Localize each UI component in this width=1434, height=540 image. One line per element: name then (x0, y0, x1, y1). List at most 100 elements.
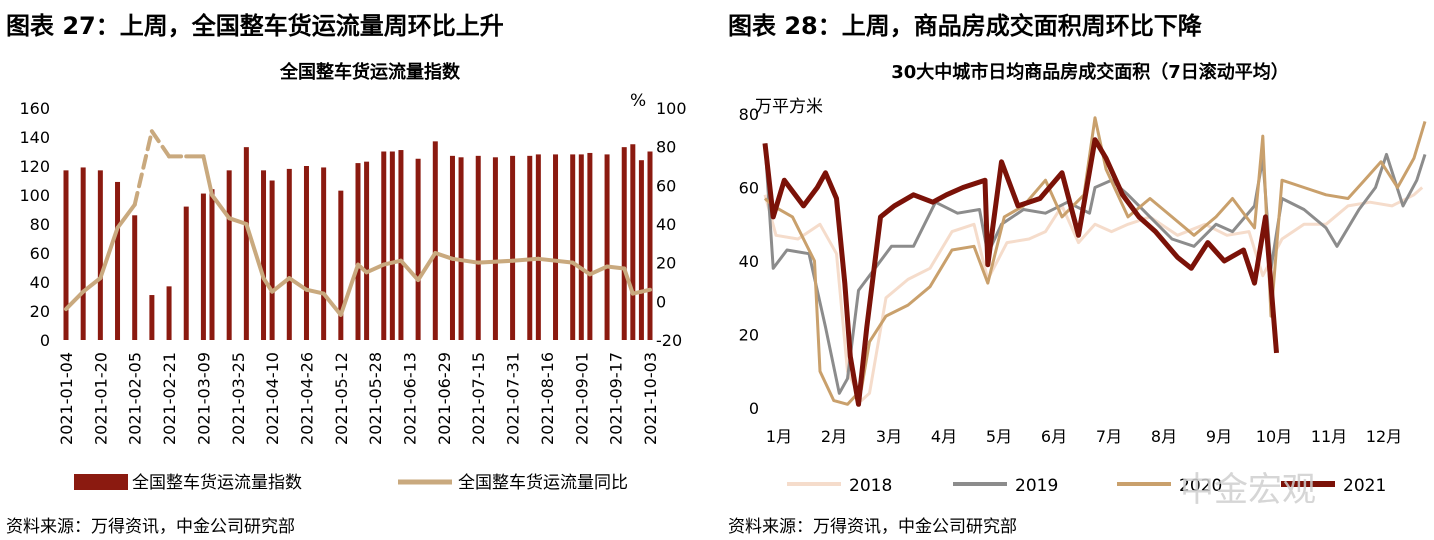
bar (226, 170, 232, 340)
yoy-line-segment (304, 287, 326, 296)
bar (570, 154, 576, 340)
y2-tick-label: 40 (656, 215, 676, 234)
y2-tick-label: 80 (656, 138, 676, 157)
bar (415, 158, 421, 340)
series-line-2020 (763, 116, 1427, 406)
legend-label-2018: 2018 (849, 476, 892, 496)
bar (286, 168, 292, 340)
bar (621, 147, 627, 340)
yoy-line-segment (287, 276, 309, 292)
bar (527, 155, 533, 340)
yoy-line-segment (398, 258, 421, 283)
right-chart-title: 30大中城市日均商品房成交面积（7日滚动平均） (891, 62, 1289, 83)
legend-label-2020: 2020 (1179, 476, 1222, 496)
bar (80, 167, 86, 340)
bar (475, 155, 481, 340)
bar (553, 154, 559, 340)
yoy-line-segment (321, 291, 343, 317)
x-tick-label: 2021-07-15 (469, 352, 488, 445)
y-tick-label: 60 (30, 244, 50, 263)
bar (261, 170, 267, 340)
y-tick-label: 0 (40, 331, 50, 350)
bar (638, 160, 644, 340)
x-tick-label: 2021-06-29 (435, 352, 454, 445)
left-chart-title: 全国整车货运流量指数 (280, 62, 460, 83)
bar (183, 206, 189, 340)
y-tick-label: 100 (19, 186, 50, 205)
x-tick-label: 2021-09-17 (607, 352, 626, 445)
series-line-2021 (762, 137, 1279, 407)
x-tick-label: 7月 (1096, 427, 1122, 446)
bar (209, 189, 215, 340)
yoy-line-segment (270, 276, 292, 294)
y-tick-label: 20 (739, 326, 759, 345)
bar (338, 190, 344, 340)
yoy-line-segment (210, 193, 232, 221)
legend-label-2021: 2021 (1343, 476, 1386, 496)
y2-tick-label: 60 (656, 176, 676, 195)
x-tick-label: 2021-09-01 (572, 352, 591, 445)
bar (449, 155, 455, 340)
x-tick-label: 2021-01-20 (91, 352, 110, 445)
yoy-line-segment (201, 154, 214, 197)
y-tick-label: 0 (749, 399, 759, 418)
bar (149, 295, 155, 340)
bar (535, 154, 541, 340)
y-tick-label: 80 (30, 215, 50, 234)
x-tick-label: 2021-02-21 (160, 352, 179, 445)
bar (492, 157, 498, 340)
bar (269, 180, 275, 340)
y2-tick-label: 20 (656, 254, 676, 273)
yoy-line-segment (338, 262, 360, 317)
x-tick-label: 3月 (876, 427, 902, 446)
x-tick-label: 6月 (1041, 427, 1067, 446)
y-tick-label: 140 (19, 128, 50, 147)
y2-tick-label: 100 (656, 99, 687, 118)
yoy-line-segment (261, 276, 275, 294)
bar (63, 170, 69, 340)
yoy-line-segment (149, 129, 172, 159)
x-tick-label: 10月 (1256, 427, 1292, 446)
yoy-line-segment (510, 256, 541, 263)
yoy-line-segment (476, 258, 515, 265)
bar (321, 167, 327, 340)
x-tick-label: 2021-07-31 (504, 352, 523, 445)
bar (132, 215, 138, 340)
x-tick-label: 2021-04-10 (263, 352, 282, 445)
x-tick-label: 12月 (1366, 427, 1402, 446)
bar (630, 144, 636, 340)
y-tick-label: 20 (30, 302, 50, 321)
bar (432, 141, 438, 340)
right-legend: 2018 2019 2020 2021 (787, 476, 1386, 496)
y-tick-label: 40 (739, 252, 759, 271)
bar (243, 147, 249, 340)
bar (303, 166, 309, 340)
y-tick-label: 160 (19, 99, 50, 118)
y2-tick-label: 0 (656, 292, 666, 311)
bar (166, 286, 172, 340)
x-tick-label: 2021-05-12 (332, 352, 351, 445)
yoy-line-segment (64, 289, 86, 312)
left-source: 资料来源：万得资讯，中金公司研究部 (6, 517, 295, 537)
yoy-line-segment (115, 202, 137, 230)
right-panel-title: 图表 28：上周，商品房成交面积周环比下降 (728, 12, 1202, 40)
x-tick-label: 2021-03-09 (194, 352, 213, 445)
bar (604, 154, 610, 340)
left-panel-title: 图表 27：上周，全国整车货运流量周环比上升 (6, 12, 504, 40)
yoy-line-segment (81, 276, 103, 294)
yoy-line-segment (227, 216, 249, 226)
bar (200, 193, 206, 340)
y2-unit-label: % (630, 91, 646, 111)
right-chart: 0 20 40 60 80 1月 2月 3月 4月 5月 6月 7月 8月 9月 10月 11月 12月 万平… (739, 97, 1427, 496)
x-tick-label: 4月 (931, 427, 957, 446)
legend-label-2019: 2019 (1015, 476, 1058, 496)
watermark: 中金宏观 (1180, 470, 1316, 510)
legend-bar-label: 全国整车货运流量指数 (132, 473, 302, 493)
bar (381, 151, 387, 340)
x-tick-label: 5月 (986, 427, 1012, 446)
y2-tick-label: -20 (656, 331, 682, 350)
yoy-line-segment (605, 264, 627, 271)
bar (355, 163, 361, 340)
legend-line-label: 全国整车货运流量同比 (458, 473, 628, 493)
y-tick-label: 60 (739, 179, 759, 198)
